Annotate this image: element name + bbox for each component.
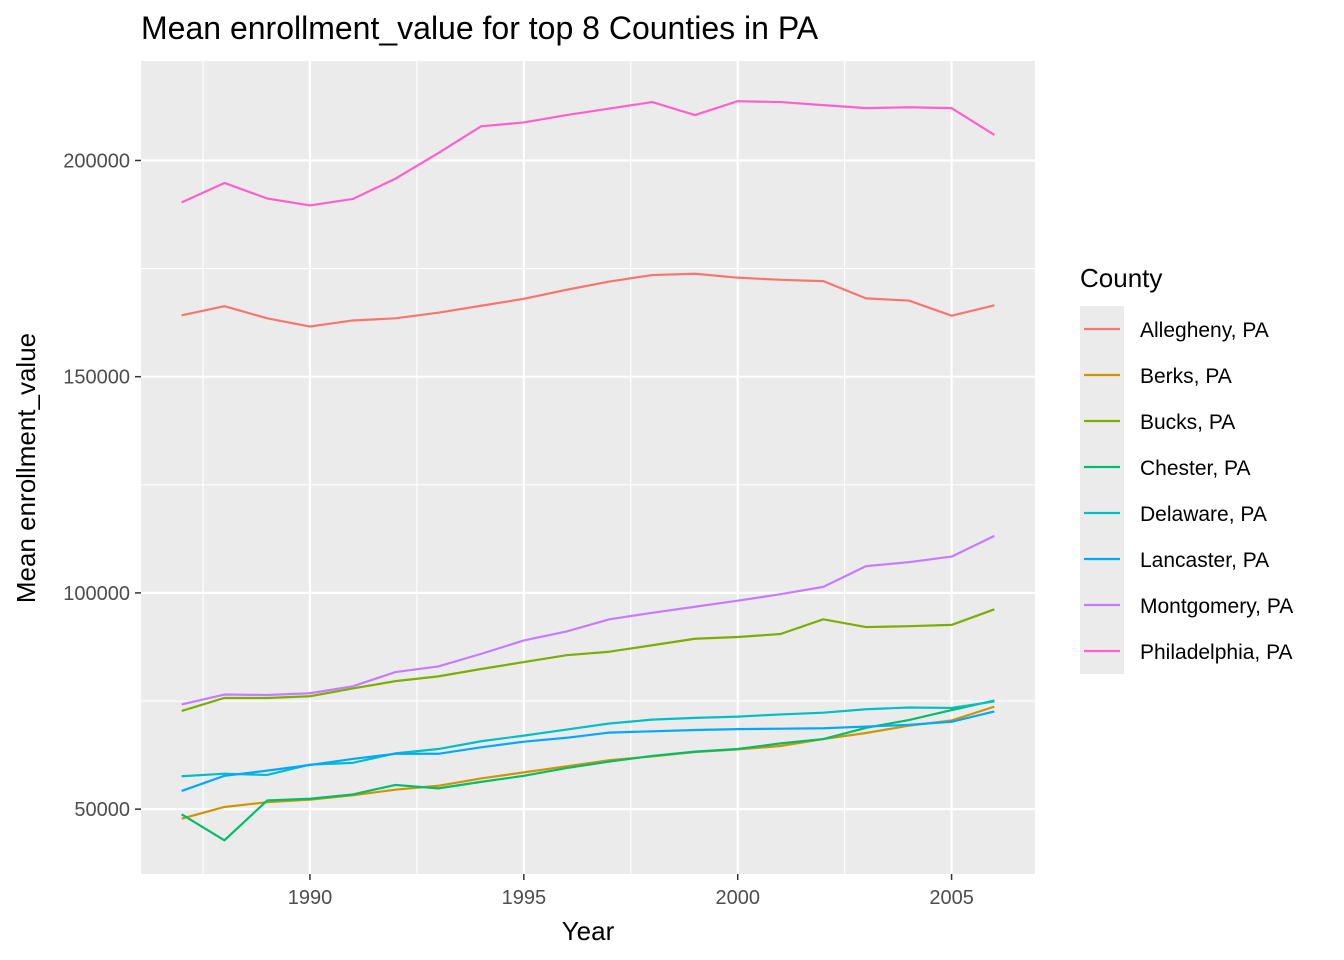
minor-gridlines — [141, 61, 1035, 874]
x-tick-label: 2005 — [929, 887, 974, 909]
legend-label: Bucks, PA — [1140, 411, 1235, 434]
legend-items: Allegheny, PA Berks, PA Bucks, PA Chester, … — [1080, 306, 1293, 674]
legend-label: Delaware, PA — [1140, 503, 1267, 526]
legend-label: Allegheny, PA — [1140, 319, 1269, 342]
x-tick-label: 1990 — [288, 887, 333, 909]
legend-label: Lancaster, PA — [1140, 549, 1269, 572]
x-tick-label: 2000 — [715, 887, 760, 909]
y-axis-title: Mean enrollment_value — [11, 333, 41, 603]
y-tick-label: 200000 — [63, 150, 130, 172]
legend-label: Montgomery, PA — [1140, 595, 1293, 618]
chart-title: Mean enrollment_value for top 8 Counties… — [141, 10, 819, 46]
series-lines — [181, 100, 995, 842]
series-line-allegheny-pa — [181, 272, 995, 328]
plot-panel — [141, 61, 1035, 874]
series-line-bucks-pa — [181, 608, 995, 713]
legend-label: Philadelphia, PA — [1140, 641, 1293, 664]
series-line-montgomery-pa — [181, 534, 995, 706]
series-line-lancaster-pa — [181, 710, 995, 793]
x-axis-title: Year — [562, 916, 615, 946]
legend-label: Chester, PA — [1140, 457, 1251, 480]
series-line-chester-pa — [181, 699, 995, 842]
y-tick-label: 150000 — [63, 367, 130, 389]
legend: County Allegheny, PA Berks, PA Bucks, PA Ch… — [1080, 263, 1293, 674]
x-tick-label: 1995 — [502, 887, 547, 909]
y-axis: 50000 100000 150000 200000 — [63, 150, 141, 821]
y-tick-label: 50000 — [74, 799, 130, 821]
major-gridlines — [141, 61, 1035, 874]
y-tick-label: 100000 — [63, 583, 130, 605]
legend-title: County — [1080, 263, 1162, 293]
x-axis: 1990 1995 2000 2005 — [288, 874, 974, 909]
legend-label: Berks, PA — [1140, 365, 1232, 388]
series-line-philadelphia-pa — [181, 100, 995, 207]
